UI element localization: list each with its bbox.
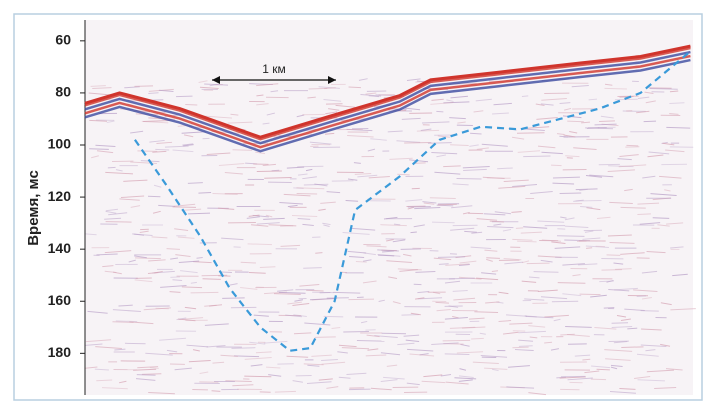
noise — [315, 253, 322, 254]
noise — [134, 86, 153, 87]
noise — [155, 149, 169, 150]
noise — [382, 333, 406, 334]
noise — [604, 88, 626, 89]
y-tick-label: 80 — [55, 84, 71, 100]
y-tick-label: 180 — [48, 344, 72, 360]
noise — [244, 376, 271, 377]
noise — [559, 136, 568, 137]
noise — [486, 258, 500, 259]
noise — [438, 257, 465, 258]
noise — [309, 88, 328, 89]
noise — [198, 192, 211, 193]
noise — [173, 207, 196, 208]
noise — [558, 283, 586, 284]
noise — [599, 121, 615, 122]
noise — [470, 133, 481, 134]
noise — [233, 150, 253, 151]
noise — [522, 96, 528, 97]
noise — [615, 269, 632, 270]
noise — [275, 391, 296, 392]
y-tick-label: 140 — [48, 240, 72, 256]
noise — [349, 87, 361, 88]
noise — [557, 236, 584, 237]
noise — [212, 391, 221, 392]
y-tick-label: 100 — [48, 136, 72, 152]
noise — [349, 389, 370, 390]
noise — [597, 369, 610, 370]
noise — [512, 347, 528, 348]
noise — [560, 334, 574, 335]
noise — [519, 346, 533, 347]
noise — [567, 121, 584, 122]
noise — [586, 248, 592, 249]
noise — [432, 222, 455, 223]
noise — [666, 127, 690, 128]
noise — [197, 258, 203, 259]
noise — [551, 165, 562, 166]
noise — [560, 193, 582, 194]
noise — [137, 375, 156, 376]
noise — [471, 338, 484, 339]
noise — [582, 359, 590, 360]
noise — [303, 268, 322, 269]
y-tick-label: 120 — [48, 188, 72, 204]
noise — [580, 294, 601, 295]
noise — [653, 218, 670, 219]
noise — [445, 354, 470, 355]
noise — [112, 322, 133, 323]
noise — [602, 270, 623, 271]
y-axis-label: Время, мс — [25, 170, 42, 246]
noise — [89, 149, 109, 150]
noise — [378, 255, 394, 256]
noise — [185, 104, 197, 105]
y-tick-label: 160 — [48, 292, 72, 308]
noise — [257, 171, 282, 172]
noise — [438, 204, 457, 205]
noise — [142, 374, 161, 375]
y-tick-label: 60 — [55, 32, 71, 48]
noise — [401, 249, 421, 250]
noise — [621, 347, 643, 348]
noise — [417, 130, 439, 131]
noise — [356, 262, 367, 263]
noise — [436, 302, 449, 303]
scale-label: 1 км — [262, 62, 286, 76]
noise — [357, 341, 385, 342]
noise — [428, 143, 452, 144]
noise — [137, 151, 157, 152]
noise — [637, 214, 651, 215]
noise — [439, 264, 449, 265]
noise — [591, 379, 606, 380]
noise — [203, 279, 221, 280]
noise — [182, 287, 202, 288]
noise — [410, 232, 416, 233]
noise — [106, 222, 132, 223]
noise — [397, 174, 409, 175]
noise — [315, 337, 336, 338]
noise — [576, 189, 598, 190]
noise — [241, 262, 256, 263]
noise — [527, 263, 550, 264]
noise — [523, 156, 550, 157]
